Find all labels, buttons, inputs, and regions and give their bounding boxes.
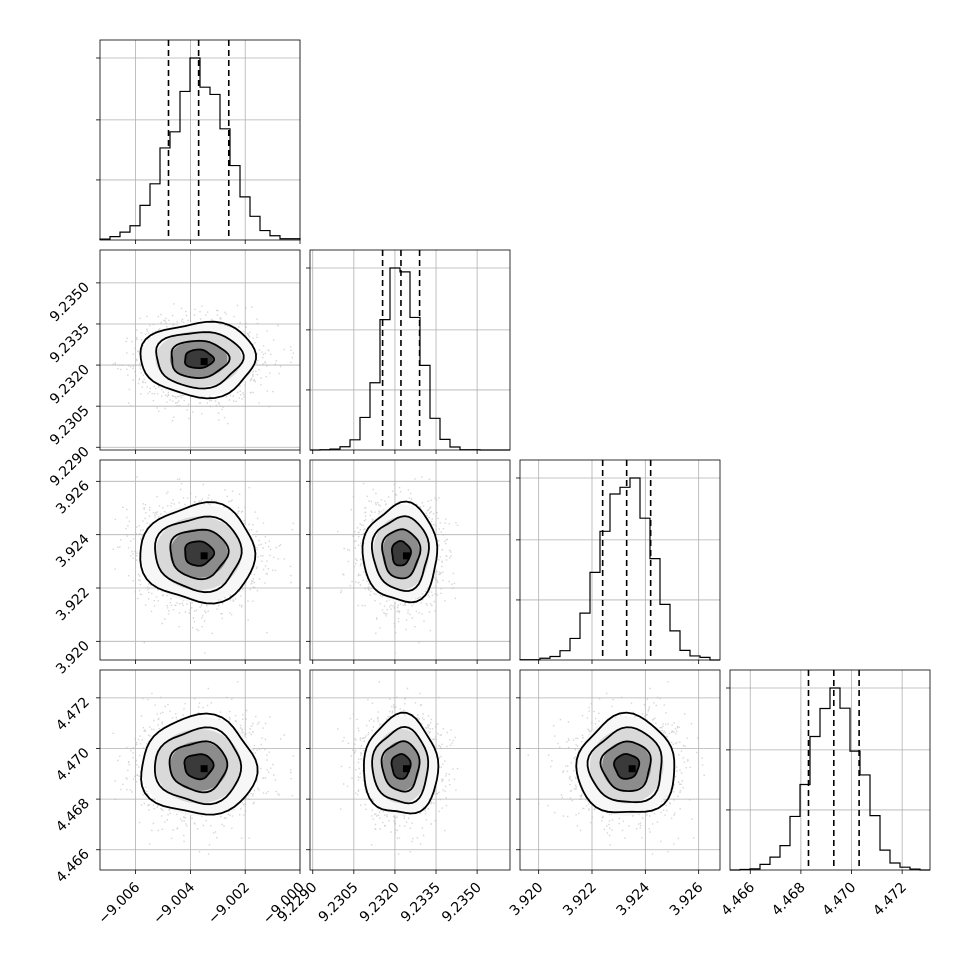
contour-line <box>183 753 215 781</box>
density-fill-core <box>391 541 411 566</box>
density-fill-core <box>614 753 639 779</box>
panel-frame <box>99 669 301 871</box>
histogram-2 <box>519 477 720 661</box>
contour-line <box>139 501 257 605</box>
contour-line <box>362 711 440 815</box>
contour-line <box>154 726 243 806</box>
histogram-0 <box>99 57 301 240</box>
density-peak-marker <box>200 552 208 560</box>
contour-line <box>169 528 230 581</box>
panel-frame <box>99 459 301 661</box>
density-peak-marker <box>402 765 410 773</box>
contour-line <box>380 740 421 793</box>
panel-frame <box>99 39 301 241</box>
contour-line <box>575 711 676 814</box>
contour-line <box>370 515 430 592</box>
contour-line <box>390 540 412 567</box>
contour-line <box>140 712 259 816</box>
density-fill-core <box>391 753 411 779</box>
panel-frame <box>309 249 511 451</box>
panel-2-2 <box>516 459 721 664</box>
panel-0-0 <box>96 39 301 244</box>
contour-line <box>381 528 422 580</box>
panel-2-1 <box>306 459 511 664</box>
contour-line <box>155 331 245 390</box>
contour-line <box>184 540 216 567</box>
histogram-3 <box>730 687 930 871</box>
contour-line <box>361 500 439 604</box>
panel-frame <box>309 459 511 661</box>
panel-frame <box>519 669 721 871</box>
contour-line <box>371 725 430 805</box>
panel-frame <box>729 669 931 871</box>
contour-line <box>586 726 663 804</box>
contour-line <box>184 348 216 369</box>
density-peak-marker <box>200 358 208 366</box>
contour-line <box>168 740 229 794</box>
panel-frame <box>309 669 511 871</box>
contour-line <box>139 320 257 400</box>
contour-line <box>154 515 243 594</box>
contour-line <box>170 339 231 380</box>
density-fill-core <box>184 753 214 779</box>
contour-line <box>613 753 641 780</box>
contour-line <box>390 753 412 780</box>
density-peak-marker <box>402 552 410 560</box>
density-peak-marker <box>200 765 208 773</box>
panel-frame <box>99 249 301 451</box>
panel-1-1 <box>306 249 511 454</box>
contour-line <box>599 740 652 793</box>
density-fill-core <box>184 541 214 566</box>
panel-frame <box>519 459 721 661</box>
density-peak-marker <box>628 765 636 773</box>
